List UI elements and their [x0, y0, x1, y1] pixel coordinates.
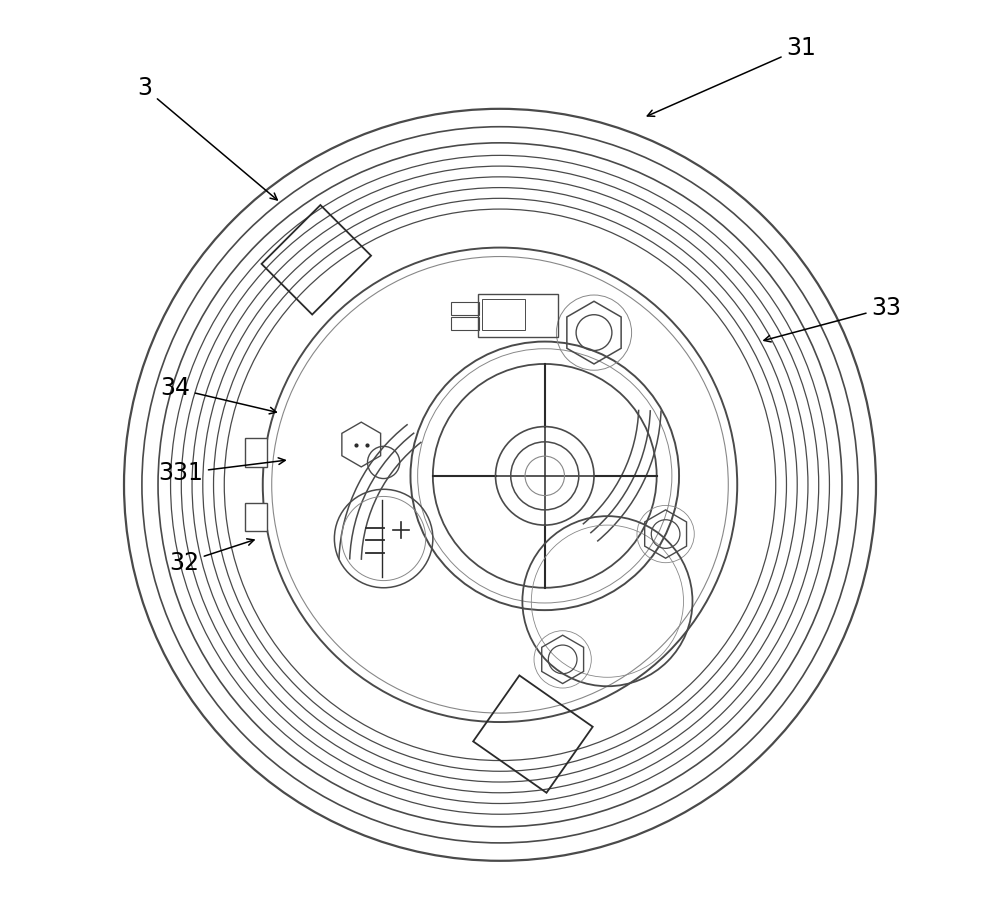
Polygon shape	[245, 438, 267, 467]
Text: 34: 34	[160, 376, 276, 414]
Text: 331: 331	[158, 458, 285, 485]
Text: 33: 33	[764, 295, 902, 342]
Bar	[451, 317, 479, 330]
Text: 31: 31	[647, 36, 816, 117]
Bar	[478, 295, 558, 337]
Bar	[451, 303, 479, 314]
Polygon shape	[245, 503, 267, 532]
Text: 32: 32	[169, 539, 254, 575]
Text: 3: 3	[137, 76, 277, 200]
Bar	[482, 300, 525, 330]
